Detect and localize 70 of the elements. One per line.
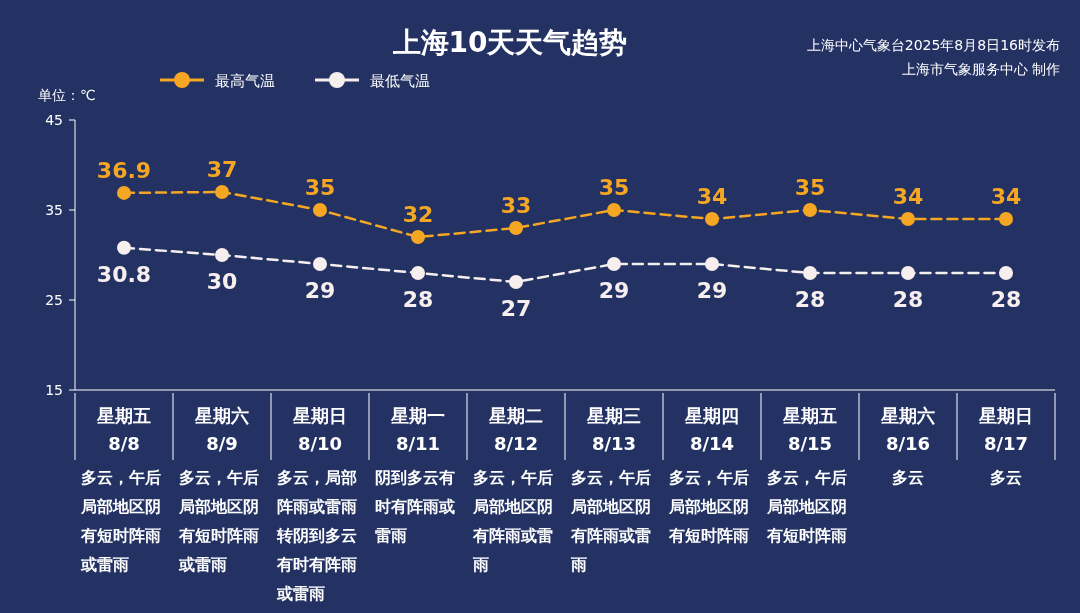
data-label: 34 [696,184,728,209]
point [509,221,523,235]
data-label: 36.9 [96,157,152,183]
point [509,275,523,289]
point [215,248,229,262]
point [607,257,621,271]
x-tick-label: 星期日 8/10 [292,405,347,454]
point [803,266,817,280]
data-label: 30.8 [96,261,152,287]
chart-title: 上海10天天气趋势 [391,26,628,59]
data-label: 28 [990,287,1022,312]
text: 多云，午后局部地区阴有阵雨或雷雨 [570,468,651,574]
point [901,266,915,280]
point [411,230,425,244]
data-label: 28 [892,287,924,312]
x-tick-label: 星期五 8/15 [782,405,837,454]
data-label: 28 [402,287,434,312]
point [117,185,131,200]
x-tick-label: 星期六 8/9 [194,405,249,454]
text: 多云，午后局部地区阴有短时阵雨或雷雨 [80,468,161,574]
data-label: 35 [304,175,336,200]
point [901,212,915,226]
text: 上海市气象服务中心 制作 [901,61,1060,77]
x-tick-label: 星期日 8/17 [978,405,1033,454]
x-tick-label: 星期三 8/13 [586,405,641,454]
point [999,266,1013,280]
point [705,212,719,226]
data-label: 30 [206,269,238,294]
y-tick-label: 35 [45,202,63,218]
point [607,203,621,217]
data-label: 32 [402,202,434,227]
x-tick-label: 星期六 8/16 [880,405,935,454]
text: 多云，局部阵雨或雷雨转阴到多云有时有阵雨或雷雨 [276,468,357,603]
legend-label: 最低气温 [370,72,430,90]
text: 多云 [892,468,924,487]
y-axis-title: 单位：℃ [38,87,96,103]
data-label: 27 [500,296,532,321]
data-label: 28 [794,287,826,312]
x-tick-label: 星期二 8/12 [488,405,543,454]
data-label: 35 [794,175,826,200]
data-label: 37 [206,157,238,182]
x-tick-label: 星期一 8/11 [390,405,445,454]
data-label: 35 [598,175,630,200]
point [705,257,719,271]
x-tick-label: 星期四 8/14 [684,405,739,454]
data-label: 29 [598,278,630,303]
point [999,212,1013,226]
y-tick-label: 25 [45,292,63,308]
data-label: 29 [304,278,336,303]
data-label: 33 [500,193,532,218]
text: 多云，午后局部地区阴有短时阵雨或雷雨 [178,468,259,574]
text: 多云，午后局部地区阴有短时阵雨 [766,468,847,545]
point [215,185,229,199]
data-label: 29 [696,278,728,303]
point [313,203,327,217]
x-tick-label: 星期五 8/8 [96,405,151,454]
text: 多云，午后局部地区阴有阵雨或雷雨 [472,468,553,574]
point [117,240,131,255]
y-tick-label: 45 [45,112,63,128]
text: 多云，午后局部地区阴有短时阵雨 [668,468,749,545]
text: 阴到多云有时有阵雨或雷雨 [375,468,455,545]
data-label: 34 [990,184,1022,209]
point [411,266,425,280]
legend-label: 最高气温 [215,72,275,90]
text: 多云 [990,468,1022,487]
point [313,257,327,271]
data-label: 34 [892,184,924,209]
y-tick-label: 15 [45,382,63,398]
text: 上海中心气象台2025年8月8日16时发布 [806,37,1060,53]
point [803,203,817,217]
